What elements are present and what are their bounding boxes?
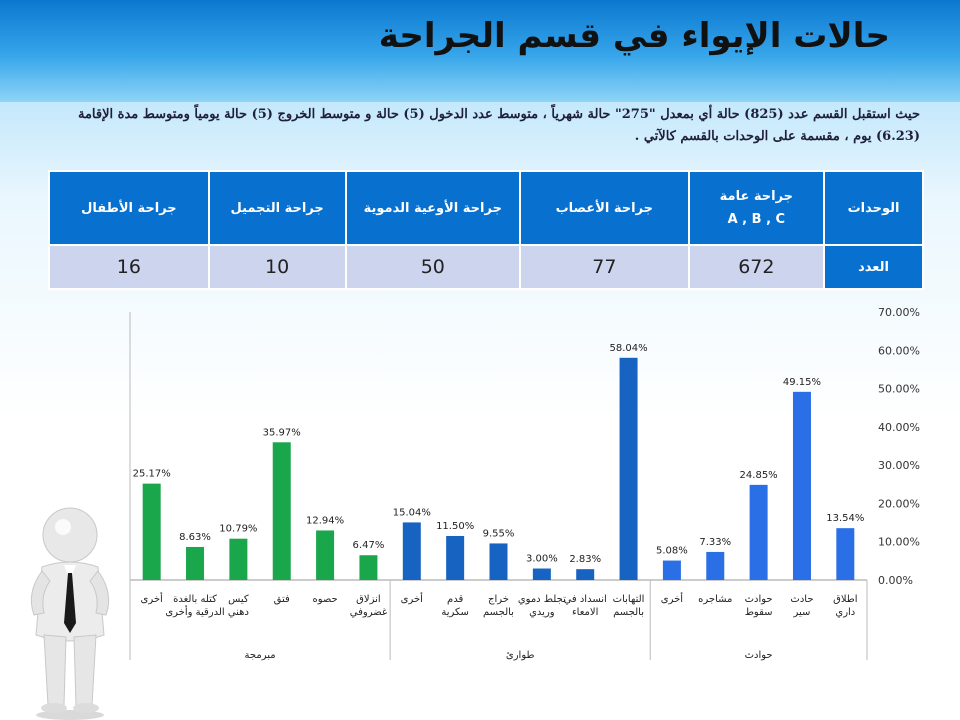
data-label: 5.08% [656, 546, 688, 557]
general-surgery-header: جراحة عامة A , B , C [687, 170, 826, 246]
data-label: 13.54% [826, 513, 864, 524]
category-label: الامعاء [572, 607, 598, 618]
category-label: كتله بالغدة [173, 594, 217, 605]
category-label: بالجسم [613, 607, 644, 618]
group-label: مبرمجة [245, 650, 276, 661]
data-label: 3.00% [526, 554, 558, 565]
bar [186, 546, 205, 580]
data-label: 58.04% [609, 343, 647, 354]
general-surgery-count: 672 [687, 244, 826, 290]
data-label: 10.79% [219, 524, 257, 535]
category-label: دهني [228, 607, 249, 618]
data-label: 7.33% [699, 537, 731, 548]
data-label: 25.17% [133, 469, 171, 480]
neuro-surgery-header: جراحة الأعصاب [519, 170, 690, 246]
category-label: أخرى [661, 592, 684, 605]
y-tick-label: 0.00% [878, 574, 913, 587]
business-man-figure-icon [30, 507, 110, 720]
category-label: داري [835, 607, 855, 618]
category-label: التهابات [613, 594, 645, 605]
units-table: الوحدات جراحة عامة A , B , C جراحة الأعص… [48, 170, 924, 290]
data-label: 8.63% [179, 532, 211, 543]
data-label: 9.55% [483, 528, 515, 539]
pediatric-surgery-count: 16 [48, 244, 210, 290]
data-label: 15.04% [393, 507, 431, 518]
intro-paragraph: حيث استقبل القسم عدد (825) حالة أي بمعدل… [77, 107, 920, 144]
category-label: حوادث [745, 594, 773, 605]
category-label: اطلاق [833, 594, 857, 605]
data-label: 6.47% [353, 540, 385, 551]
bar [706, 551, 725, 580]
neuro-surgery-count: 77 [519, 244, 690, 290]
y-tick-label: 40.00% [878, 421, 920, 434]
bar [272, 442, 291, 580]
category-label: أخرى [401, 592, 424, 605]
bar [402, 522, 421, 580]
category-label: خراج [488, 594, 509, 605]
data-label: 2.83% [569, 554, 601, 565]
bar [532, 568, 551, 580]
group-label: حوادث [745, 650, 773, 661]
data-label: 11.50% [436, 521, 474, 532]
category-label: سقوط [745, 607, 773, 618]
category-label: تجلط دموي [518, 594, 566, 605]
title-band [0, 0, 960, 102]
category-label: بالجسم [483, 607, 514, 618]
y-tick-label: 60.00% [878, 344, 920, 357]
category-label: الدرقية وأخرى [165, 605, 224, 618]
general-surgery-label: جراحة عامة [719, 189, 794, 204]
category-label: حادث [790, 594, 813, 605]
category-label: سكرية [441, 607, 469, 618]
category-label: غضروفي [350, 607, 387, 618]
bar [619, 357, 638, 580]
category-label: انزلاق [356, 594, 381, 605]
category-label: كيس [228, 594, 249, 605]
bar [359, 555, 378, 580]
category-label: وريدي [529, 607, 555, 618]
data-label: 49.15% [783, 377, 821, 388]
units-header-row: الوحدات جراحة عامة A , B , C جراحة الأعص… [48, 170, 924, 246]
vascular-surgery-header: جراحة الأوعية الدموية [344, 170, 522, 246]
bar [749, 484, 768, 580]
category-label: فتق [274, 594, 290, 605]
data-label: 12.94% [306, 515, 344, 526]
bar [229, 538, 248, 580]
category-label: سير [793, 607, 811, 618]
bar [836, 528, 855, 580]
plastic-surgery-header: جراحة التجميل [207, 170, 347, 246]
y-tick-label: 20.00% [878, 497, 920, 510]
general-surgery-units: A , B , C [727, 212, 786, 227]
data-label: 24.85% [740, 470, 778, 481]
y-tick-label: 10.00% [878, 536, 920, 549]
category-label: مشاجره [698, 594, 732, 605]
category-label: قدم [447, 594, 463, 605]
bar [662, 560, 681, 580]
category-label: انسداد في [564, 594, 607, 605]
plastic-surgery-count: 10 [207, 244, 347, 290]
y-tick-label: 50.00% [878, 383, 920, 396]
bar [489, 543, 508, 580]
count-label-cell: العدد [823, 244, 924, 290]
bar [792, 391, 811, 580]
bar [576, 569, 595, 580]
category-label: أخرى [141, 592, 164, 605]
group-label: طوارئ [506, 650, 535, 661]
data-label: 35.97% [263, 427, 301, 438]
y-tick-label: 30.00% [878, 459, 920, 472]
bar [142, 483, 161, 580]
vascular-surgery-count: 50 [344, 244, 522, 290]
bar [316, 530, 335, 580]
y-tick-label: 70.00% [878, 306, 920, 319]
units-label-cell: الوحدات [823, 170, 924, 246]
category-label: حصوه [312, 594, 337, 605]
bar [446, 535, 465, 580]
pediatric-surgery-header: جراحة الأطفال [48, 170, 210, 246]
units-count-row: العدد 672 77 50 10 16 [48, 244, 924, 290]
page-title: حالات الإيواء في قسم الجراحة [378, 16, 890, 56]
